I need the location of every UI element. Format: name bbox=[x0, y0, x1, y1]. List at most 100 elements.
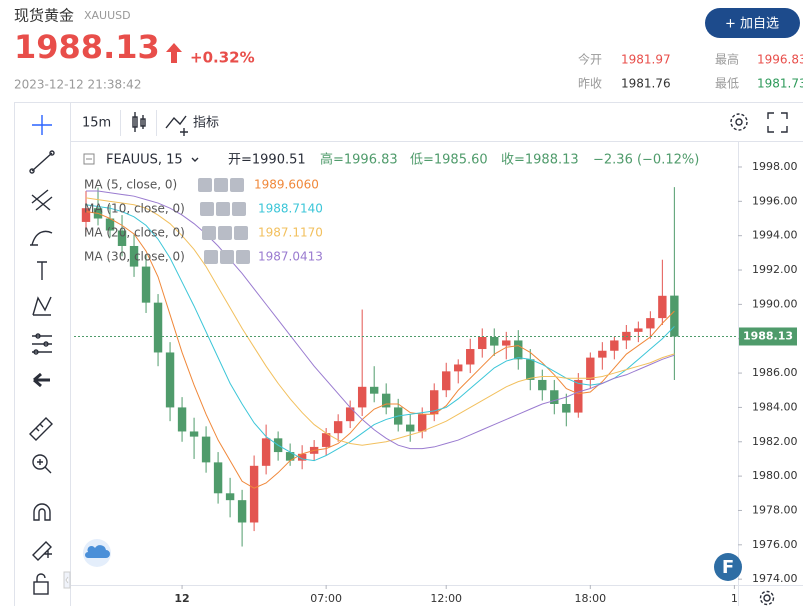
interval[interactable]: 15m bbox=[82, 116, 111, 131]
candle-body bbox=[238, 500, 246, 522]
ohlc-label: 收=1988.13 bbox=[501, 153, 579, 168]
stat-value: 1996.83 bbox=[757, 53, 803, 67]
x-tick-label: 07:00 bbox=[310, 592, 342, 605]
candle-body bbox=[166, 352, 174, 407]
stat-value: 1981.97 bbox=[621, 53, 671, 67]
ma-legend-value: 1987.1170 bbox=[258, 226, 323, 240]
candle-body bbox=[358, 387, 366, 408]
ohlc-label: 开=1990.51 bbox=[228, 153, 306, 168]
x-tick-label: 18:00 bbox=[574, 592, 606, 605]
title: 现货黄金 bbox=[14, 7, 74, 25]
ohlc-label: 低=1985.60 bbox=[410, 153, 488, 168]
ma-legend-button[interactable] bbox=[202, 226, 216, 240]
candle-body bbox=[334, 421, 342, 433]
candle-body bbox=[526, 359, 534, 380]
candle-body bbox=[418, 414, 426, 431]
ma-legend-button[interactable] bbox=[214, 178, 228, 192]
ma-legend-button[interactable] bbox=[204, 250, 218, 264]
price: 1988.13 bbox=[14, 28, 160, 66]
indicators[interactable]: 指标 bbox=[193, 116, 219, 131]
stat-label: 今开 bbox=[578, 52, 602, 67]
up-arrow bbox=[166, 43, 182, 63]
y-tick-label: 1982.00 bbox=[752, 435, 798, 448]
candle-body bbox=[634, 328, 642, 331]
ma-legend-button[interactable] bbox=[232, 202, 246, 216]
ma-legend-name: MA (20, close, 0) bbox=[84, 226, 185, 240]
y-tick-label: 1984.00 bbox=[752, 400, 798, 413]
left-toolbar[interactable] bbox=[30, 115, 54, 594]
ma-legend-value: 1987.0413 bbox=[258, 250, 323, 264]
y-tick-label: 1980.00 bbox=[752, 469, 798, 482]
y-tick-label: 1978.00 bbox=[752, 503, 798, 516]
candle-body bbox=[442, 371, 450, 390]
fullscreen-icon[interactable] bbox=[768, 113, 787, 132]
chart-symbol: FEAUUS, 15 bbox=[106, 153, 183, 168]
ma-line bbox=[86, 205, 674, 461]
ma-legend-name: MA (30, close, 0) bbox=[84, 250, 185, 264]
candle-body bbox=[574, 380, 582, 413]
ma-legend-button[interactable] bbox=[216, 202, 230, 216]
ohlc-label: 高=1996.83 bbox=[320, 152, 398, 168]
candle-body bbox=[550, 390, 558, 404]
x-tick-label: 12 bbox=[174, 592, 189, 605]
candle-body bbox=[226, 493, 234, 500]
candle-body bbox=[478, 337, 486, 349]
y-tick-label: 1996.00 bbox=[752, 194, 798, 207]
time: 2023-12-12 21:38:42 bbox=[14, 78, 141, 92]
candle-body bbox=[610, 340, 618, 350]
candle-body bbox=[658, 296, 666, 318]
candle-icon[interactable] bbox=[133, 112, 145, 132]
y-tick-label: 1998.00 bbox=[752, 160, 798, 173]
candle-body bbox=[346, 407, 354, 421]
ma-legend-button[interactable] bbox=[234, 226, 248, 240]
change: +0.32% bbox=[190, 49, 255, 67]
candle-body bbox=[202, 437, 210, 463]
candle-body bbox=[646, 318, 654, 328]
y-tick-label: 1990.00 bbox=[752, 297, 798, 310]
y-tick-label: 1994.00 bbox=[752, 229, 798, 242]
dropdown[interactable] bbox=[192, 158, 198, 161]
candle-body bbox=[406, 425, 414, 432]
plot-area bbox=[82, 187, 679, 546]
x-tick-label: 1 bbox=[731, 592, 738, 605]
y-tick-label: 1986.00 bbox=[752, 366, 798, 379]
ma-legend-name: MA (5, close, 0) bbox=[84, 178, 177, 192]
candle-body bbox=[178, 407, 186, 431]
ma-legend-button[interactable] bbox=[198, 178, 212, 192]
ma-legend-button[interactable] bbox=[230, 178, 244, 192]
indicator-icon[interactable] bbox=[166, 116, 188, 136]
stat-value: 1981.76 bbox=[621, 77, 671, 91]
candle-body bbox=[562, 404, 570, 413]
ma-legend-value: 1988.7140 bbox=[258, 202, 323, 216]
candle-body bbox=[514, 340, 522, 359]
candle-body bbox=[490, 337, 498, 346]
badge-letter: F bbox=[722, 557, 734, 578]
candle-body bbox=[262, 438, 270, 465]
x-tick-label: 12:00 bbox=[430, 592, 462, 605]
settings-icon[interactable] bbox=[731, 114, 747, 130]
candle-body bbox=[370, 387, 378, 394]
ma-legend-button[interactable] bbox=[220, 250, 234, 264]
candle-body bbox=[538, 380, 546, 390]
ohlc-label: −2.36 (−0.12%) bbox=[593, 153, 699, 168]
y-tick-label: 1974.00 bbox=[752, 572, 798, 585]
ma-legend-button[interactable] bbox=[218, 226, 232, 240]
stat-label: 最低 bbox=[715, 77, 739, 91]
y-tick-label: 1976.00 bbox=[752, 538, 798, 551]
candle-body bbox=[154, 303, 162, 353]
candle-body bbox=[598, 351, 606, 358]
gear-icon[interactable] bbox=[761, 592, 774, 605]
candle-body bbox=[466, 349, 474, 364]
stat-label: 昨收 bbox=[578, 77, 602, 91]
ma-legend-button[interactable] bbox=[200, 202, 214, 216]
ma-legend-button[interactable] bbox=[236, 250, 250, 264]
ma-legend-name: MA (10, close, 0) bbox=[84, 202, 185, 216]
candle-body bbox=[250, 466, 258, 523]
stat-label: 最高 bbox=[715, 52, 739, 67]
collapse-tab[interactable] bbox=[64, 572, 70, 588]
symbol: XAUUSD bbox=[84, 9, 131, 22]
add-button-label[interactable]: + 加自选 bbox=[725, 17, 779, 32]
candle-body bbox=[670, 296, 678, 337]
